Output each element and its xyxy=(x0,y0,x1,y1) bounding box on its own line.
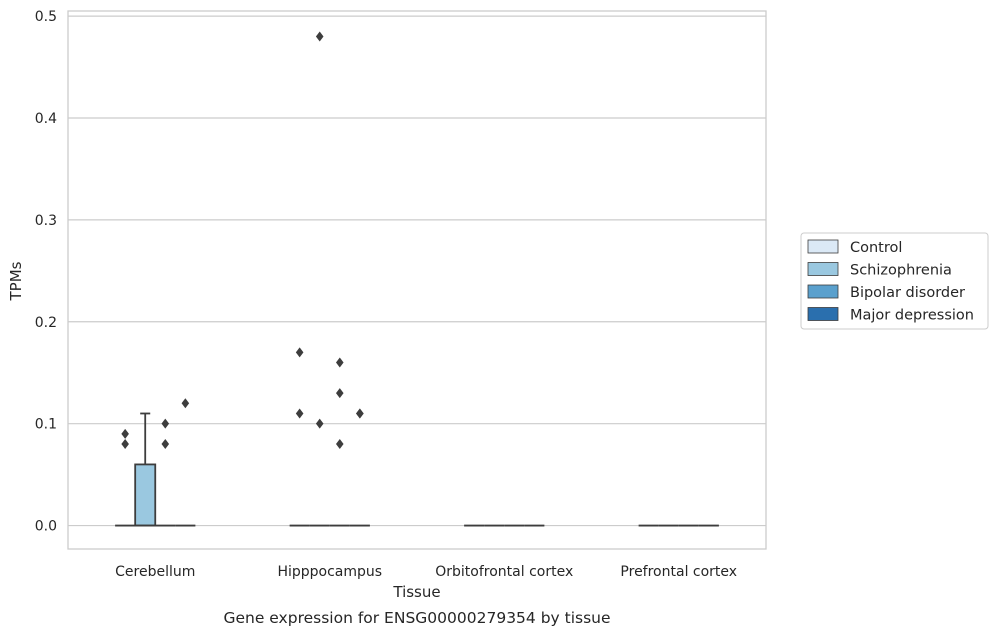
y-tick-label: 0.1 xyxy=(35,417,57,433)
legend: Control Schizophrenia Bipolar disorder Majo… xyxy=(800,232,989,330)
box-body xyxy=(134,463,157,527)
x-tick-labels: Cerebellum Hipppocampus Orbitofrontal cort… xyxy=(115,564,737,580)
x-tick-label: Cerebellum xyxy=(115,564,195,580)
grid-lines xyxy=(68,15,766,527)
legend-label: Bipolar disorder xyxy=(850,285,965,301)
outlier-point xyxy=(335,388,344,399)
outlier-point xyxy=(161,439,170,450)
outlier-point xyxy=(295,347,304,358)
outlier-point xyxy=(161,418,170,429)
x-tick-label: Prefrontal cortex xyxy=(620,564,737,580)
legend-swatch xyxy=(807,284,839,299)
x-tick-label: Orbitofrontal cortex xyxy=(435,564,573,580)
plot-frame xyxy=(67,10,767,550)
box-bipolar-disorder-1 xyxy=(329,357,350,527)
y-tick-label: 0.0 xyxy=(35,519,57,535)
legend-frame xyxy=(800,232,989,330)
outlier-point xyxy=(356,408,364,419)
y-tick-label: 0.3 xyxy=(35,213,57,229)
outlier-point xyxy=(121,439,129,450)
y-tick-labels: 0.0 0.1 0.2 0.3 0.4 0.5 xyxy=(35,9,57,534)
legend-swatch xyxy=(807,262,839,276)
y-axis-title: TPMs xyxy=(7,261,25,301)
outlier-point xyxy=(121,428,129,439)
y-tick-label: 0.5 xyxy=(35,9,57,25)
y-tick-label: 0.2 xyxy=(35,315,57,331)
outlier-point xyxy=(335,357,344,368)
x-axis-title: Tissue xyxy=(392,583,440,601)
outlier-point xyxy=(315,31,324,42)
outlier-point xyxy=(295,408,304,419)
x-tick-label: Hipppocampus xyxy=(277,564,382,580)
legend-swatch xyxy=(807,307,839,321)
legend-label: Control xyxy=(850,240,902,256)
chart-caption: Gene expression for ENSG00000279354 by t… xyxy=(223,609,610,627)
box-major-depression-1 xyxy=(349,408,370,527)
y-tick-label: 0.4 xyxy=(35,111,57,127)
box-control-1 xyxy=(289,347,310,527)
box-plots xyxy=(115,31,719,527)
legend-label: Major depression xyxy=(850,308,974,324)
box-bipolar-disorder-0 xyxy=(155,418,176,527)
legend-label: Schizophrenia xyxy=(850,263,952,279)
box-major-depression-0 xyxy=(175,398,196,527)
outlier-point xyxy=(315,418,324,429)
box-schizophrenia-1 xyxy=(309,31,330,527)
outlier-point xyxy=(335,439,344,450)
legend-swatch xyxy=(807,239,839,254)
box-schizophrenia-0 xyxy=(134,412,157,527)
outlier-point xyxy=(181,398,190,409)
box-control-0 xyxy=(115,428,136,527)
